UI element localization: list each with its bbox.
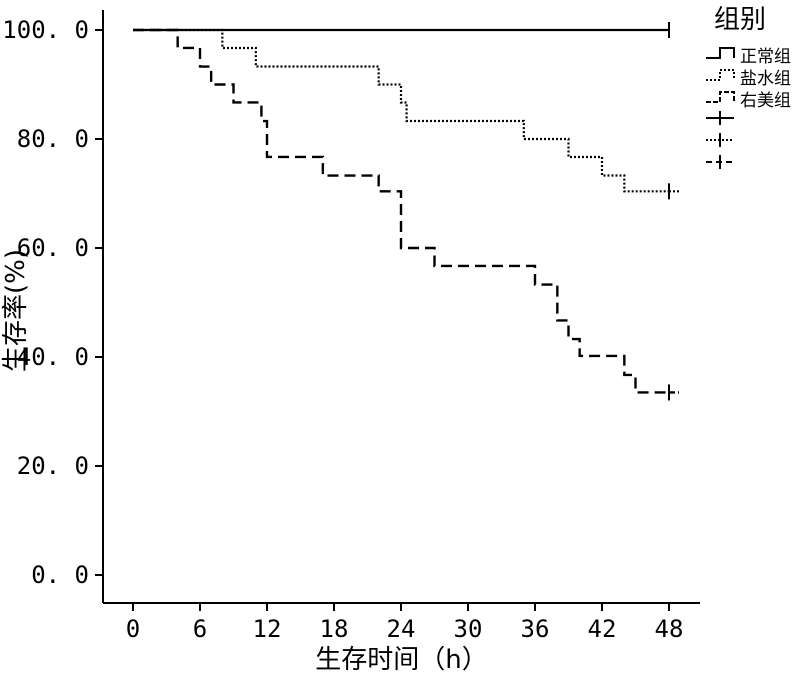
series-layer	[133, 22, 679, 401]
x-tick-label: 48	[655, 615, 684, 643]
x-tick-label: 12	[253, 615, 282, 643]
series-line-右美组	[133, 28, 669, 394]
x-tick-label: 42	[588, 615, 617, 643]
legend-title: 组别	[714, 5, 766, 35]
x-tick-label: 36	[521, 615, 550, 643]
y-axis-title: 生存率(%)	[1, 249, 31, 372]
y-tick-label: 60. 0	[17, 234, 89, 262]
legend-label: 盐水组	[740, 69, 791, 89]
y-tick-label: 40. 0	[17, 343, 89, 371]
legend-key-右美组	[706, 91, 735, 103]
y-tick-label: 20. 0	[17, 452, 89, 480]
legend-key-盐水组	[706, 69, 735, 81]
y-tick-label: 80. 0	[17, 125, 89, 153]
legend-key-正常组	[706, 47, 735, 59]
y-tick-label: 0. 0	[31, 561, 89, 589]
series-line-盐水组	[133, 28, 669, 193]
y-tick-label: 100. 0	[2, 16, 89, 44]
x-axis-title: 生存时间（h）	[315, 645, 487, 675]
x-tick-label: 24	[387, 615, 416, 643]
axes: 0. 0 20. 0 40. 0 60. 0 80. 0 100. 0 0 6 12 18 24 30…	[1, 10, 700, 675]
x-tick-label: 0	[126, 615, 140, 643]
x-tick-label: 30	[454, 615, 483, 643]
x-tick-label: 18	[320, 615, 349, 643]
x-tick-label: 6	[193, 615, 207, 643]
legend-label: 右美组	[740, 91, 791, 111]
legend-label: 正常组	[740, 47, 791, 67]
